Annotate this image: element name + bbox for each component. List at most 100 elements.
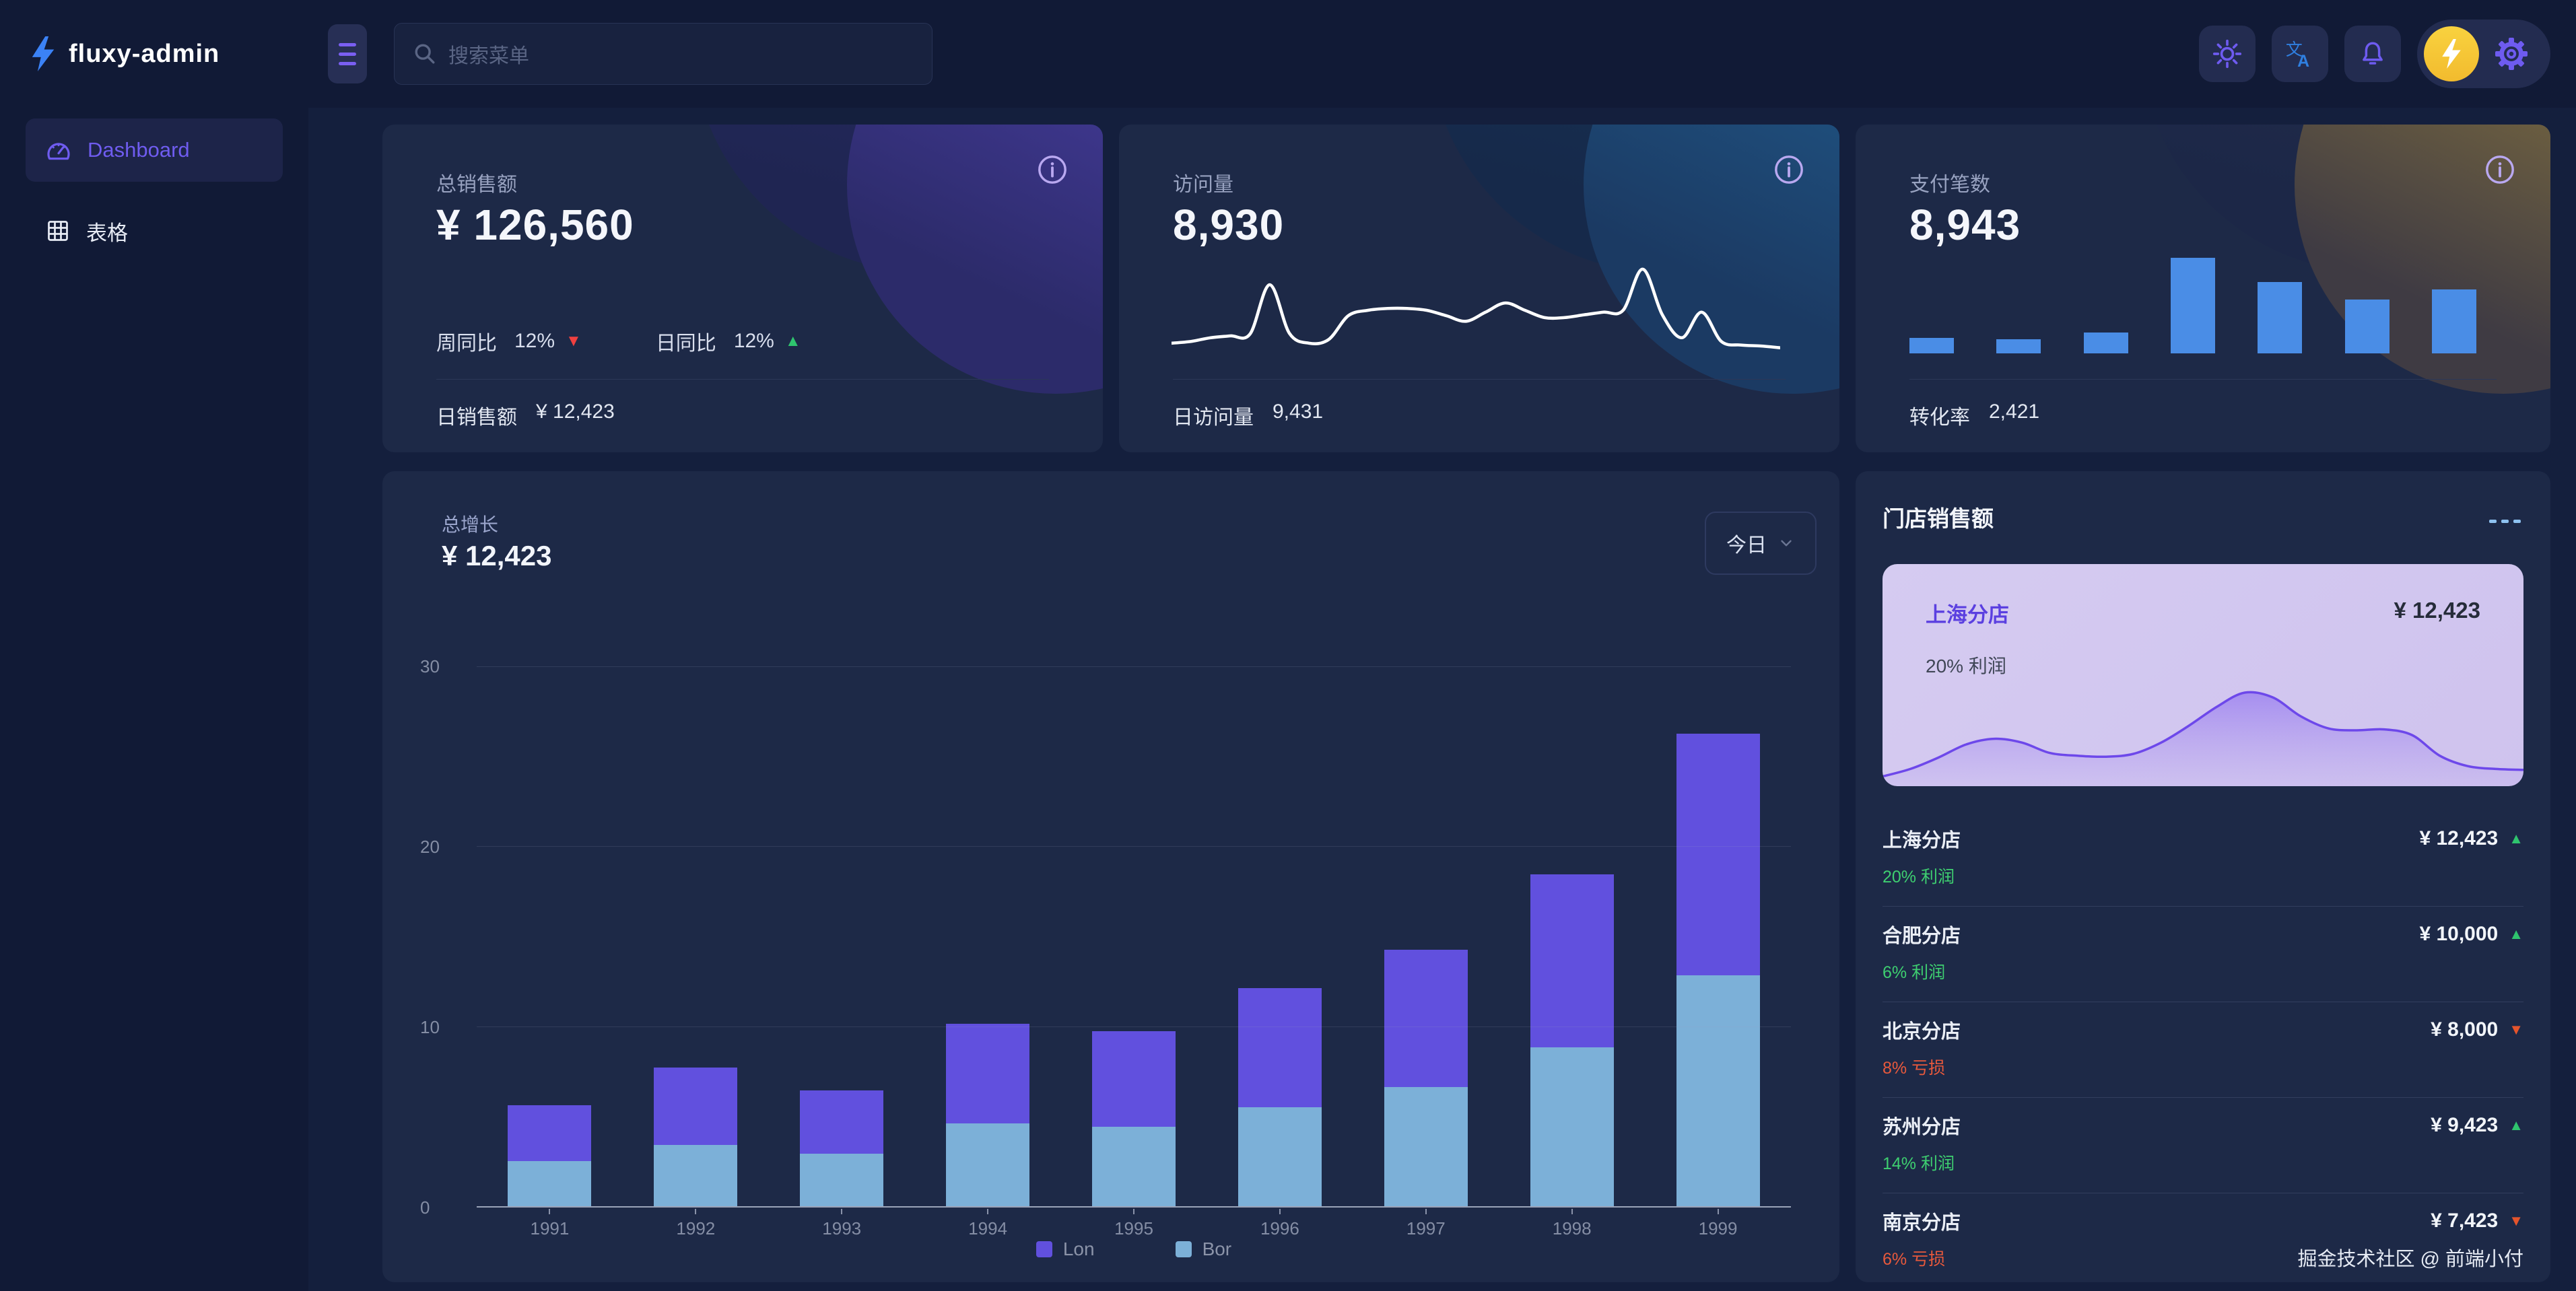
x-axis-label-text: 1997 [1406,1218,1446,1238]
store-value: ¥ 7,423 [2431,1210,2499,1232]
bar-column-1998 [1499,666,1645,1206]
payments-card: 支付笔数 8,943 转化率 2,421 [1856,125,2550,452]
bar-stack [946,1024,1030,1206]
table-icon [48,221,68,241]
stat-metrics: 周同比 12% ▼ 日同比 12% ▲ [436,326,801,356]
store-card-title: 门店销售额 [1883,506,1994,531]
bar-segment-bor [508,1161,592,1206]
bar-segment-bor [946,1123,1030,1206]
bar-stack [508,1105,592,1206]
info-circle-icon[interactable] [1037,154,1068,188]
sidebar-item-dashboard[interactable]: Dashboard [26,118,283,182]
bar-column-1999 [1645,666,1791,1206]
store-name: 北京分店 [1883,1021,1961,1043]
legend-label: Lon [1062,1238,1095,1259]
ellipsis-icon[interactable] [2489,520,2521,523]
card-title: 访问量 [1173,174,1233,196]
info-circle-icon[interactable] [1773,154,1804,188]
y-axis-tick-label: 30 [420,656,440,676]
bar-segment-bor [1092,1127,1176,1206]
store-highlight-card[interactable]: 上海分店 ¥ 12,423 20% 利润 [1883,564,2523,786]
stacked-bar-chart-plot [477,666,1791,1208]
highlight-store-note: 20% 利润 [1926,656,2006,676]
metric-value: 12% [514,330,555,352]
trend-up-icon: ▲ [784,332,801,350]
daily-sales-footer: 日销售额 ¥ 12,423 [436,400,615,430]
metric-value: 12% [733,330,774,352]
store-row-北京分店: 北京分店 ¥ 8,000 ▼ 8% 亏损 [1883,1002,2523,1098]
visits-sparkline-chart [1170,259,1782,361]
store-value-group: ¥ 12,423 ▲ [2419,827,2523,850]
notifications-button[interactable] [2344,26,2401,82]
axis-tick [549,1209,551,1214]
sidebar-item-table[interactable]: 表格 [26,199,283,263]
avatar-lightning-icon [2442,39,2461,69]
x-axis-label-text: 1998 [1552,1218,1592,1238]
sidebar-item-label: 表格 [86,221,128,245]
axis-tick [1133,1209,1134,1214]
store-row-main: 上海分店 ¥ 12,423 ▲ [1883,825,2523,853]
theme-toggle-button[interactable] [2199,26,2256,82]
y-axis-tick-label: 20 [420,837,440,857]
translate-icon: 文 A [2286,40,2309,69]
user-avatar[interactable] [2424,26,2479,81]
mini-bar [2170,258,2215,353]
bar-segment-lon [1384,950,1468,1088]
x-axis-label: 1999 [1645,1209,1791,1239]
y-axis-tick-label: 0 [420,1197,430,1218]
trend-up-icon: ▲ [2509,926,2523,942]
bar-segment-lon [800,1090,884,1154]
x-axis-label-text: 1994 [968,1218,1008,1238]
gridline [477,846,1791,847]
axis-tick [1717,1209,1719,1214]
language-switch-button[interactable]: 文 A [2272,26,2328,82]
settings-gear-icon[interactable] [2495,38,2528,70]
chevron-down-icon [1781,540,1792,547]
x-axis-label-text: 1993 [822,1218,862,1238]
sun-icon [2212,39,2242,69]
bar-segment-lon [1676,733,1760,975]
store-row-南京分店: 南京分店 ¥ 7,423 ▼ 6% 亏损 [1883,1193,2523,1282]
legend-item-Lon[interactable]: Lon [1036,1238,1095,1260]
visits-card: 访问量 8,930 日访问量 9,431 [1119,125,1839,452]
bar-segment-lon [508,1105,592,1161]
sidebar-toggle-button[interactable] [328,24,367,83]
menu-search-input[interactable]: 搜索菜单 [394,23,933,85]
store-note: 6% 利润 [1883,963,1946,982]
store-note: 14% 利润 [1883,1154,1955,1173]
store-value: ¥ 9,423 [2431,1114,2499,1136]
bar-stack [1092,1031,1176,1206]
store-row-合肥分店: 合肥分店 ¥ 10,000 ▲ 6% 利润 [1883,907,2523,1002]
bar-segment-lon [654,1067,738,1145]
gridline [477,666,1791,667]
legend-item-Bor[interactable]: Bor [1175,1238,1231,1260]
footer-label: 日访问量 [1173,407,1254,429]
axis-tick [1425,1209,1427,1214]
axis-tick [695,1209,697,1214]
date-range-select[interactable]: 今日 [1705,512,1817,575]
store-name: 上海分店 [1883,830,1961,851]
bar-segment-lon [1092,1031,1176,1127]
x-axis-label-text: 1992 [676,1218,716,1238]
store-value-group: ¥ 8,000 ▼ [2431,1018,2523,1041]
store-note: 20% 利润 [1883,868,1955,886]
bar-column-1991 [477,666,623,1206]
store-row-main: 苏州分店 ¥ 9,423 ▲ [1883,1111,2523,1140]
store-row-苏州分店: 苏州分店 ¥ 9,423 ▲ 14% 利润 [1883,1098,2523,1193]
x-axis-label-text: 1996 [1260,1218,1299,1238]
app-title: fluxy-admin [69,39,220,68]
bar-segment-lon [946,1024,1030,1123]
bar-segment-bor [1238,1107,1322,1206]
bar-column-1996 [1207,666,1353,1206]
mini-bar [1909,338,1954,353]
bar-stack [1238,987,1322,1206]
total-sales-card: 总销售额 ¥ 126,560 周同比 12% ▼ 日同比 12% ▲ 日销售额 ¥ 12,… [382,125,1103,452]
info-circle-icon[interactable] [2484,154,2515,188]
sidebar: Dashboard 表格 [0,108,308,1291]
mini-bar [2258,281,2303,353]
store-row-main: 合肥分店 ¥ 10,000 ▲ [1883,920,2523,948]
user-menu[interactable] [2417,20,2550,88]
growth-label: 总增长 [442,514,499,535]
dashboard-gauge-icon [47,143,70,160]
bar-segment-lon [1238,987,1322,1107]
